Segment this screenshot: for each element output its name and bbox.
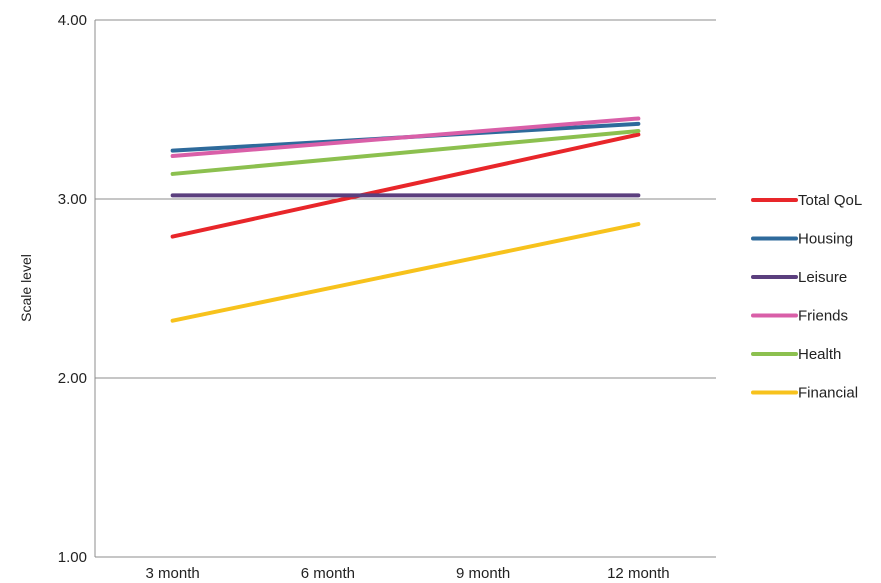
y-axis-title: Scale level (18, 254, 34, 322)
legend-label: Health (798, 346, 841, 363)
x-tick-label: 6 month (301, 565, 355, 582)
legend-label: Friends (798, 308, 848, 325)
series-line-friends (170, 116, 641, 159)
legend-label: Leisure (798, 269, 847, 286)
legend-label: Financial (798, 385, 858, 402)
series-line-total-qol (170, 132, 641, 239)
x-tick-label: 3 month (146, 565, 200, 582)
series-lines (170, 116, 641, 323)
y-tick-labels: 1.00 2.00 3.00 4.00 (58, 12, 87, 566)
series-line-health (170, 128, 641, 176)
series-line-financial (170, 222, 641, 323)
x-tick-label: 9 month (456, 565, 510, 582)
gridlines (95, 19, 716, 558)
legend-label: Housing (798, 231, 853, 248)
legend: Total QoL Housing Leisure Friends Health Fina… (751, 192, 862, 402)
legend-label: Total QoL (798, 192, 862, 209)
x-tick-labels: 3 month 6 month 9 month 12 month (146, 565, 670, 582)
x-tick-label: 12 month (607, 565, 670, 582)
y-tick-label: 3.00 (58, 191, 87, 208)
y-tick-label: 4.00 (58, 12, 87, 29)
y-tick-label: 1.00 (58, 549, 87, 566)
y-tick-label: 2.00 (58, 370, 87, 387)
